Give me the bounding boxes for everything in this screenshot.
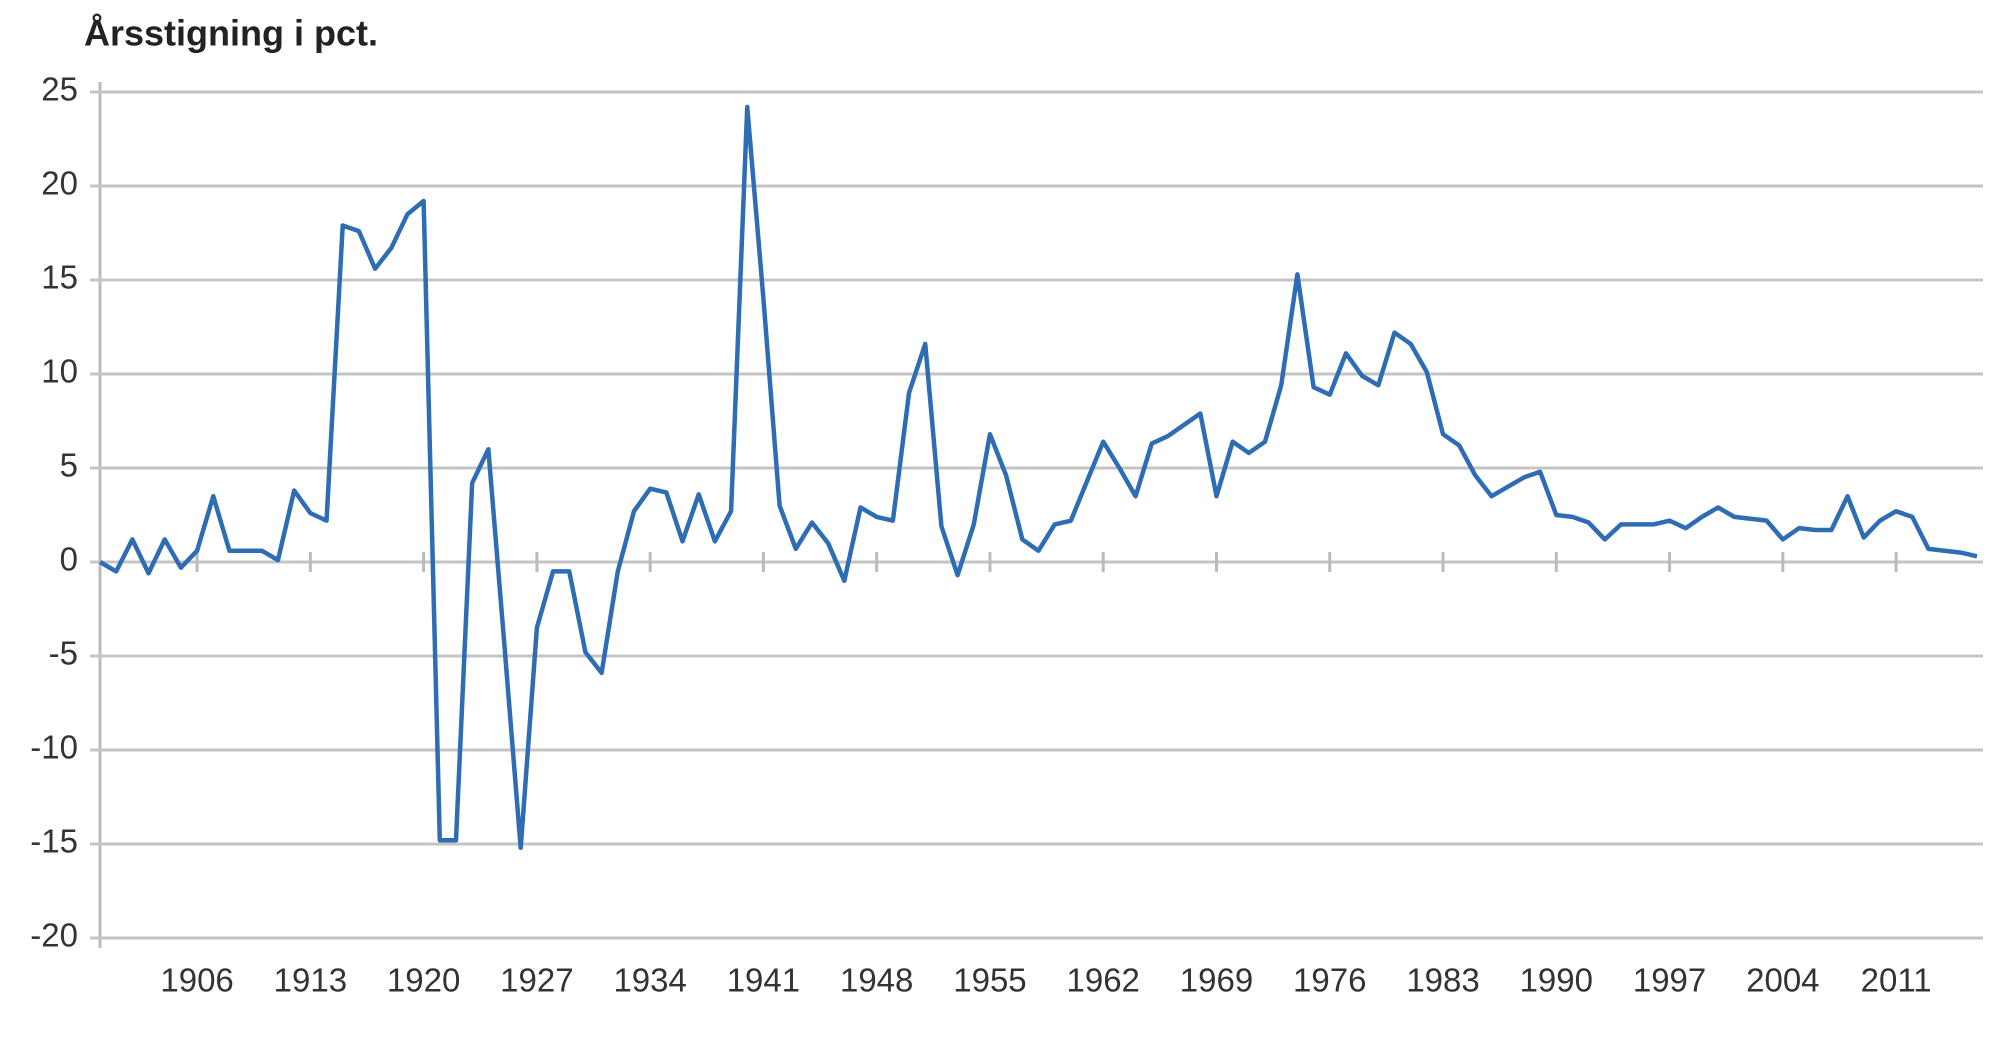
x-tick-label: 1906 bbox=[160, 962, 233, 999]
y-tick-label: -5 bbox=[49, 635, 78, 672]
x-tick-label: 1934 bbox=[613, 962, 686, 999]
y-tick-label: 15 bbox=[41, 259, 78, 296]
chart-title: Årsstigning i pct. bbox=[84, 13, 378, 54]
y-tick-label: 25 bbox=[41, 71, 78, 108]
x-tick-label: 1941 bbox=[727, 962, 800, 999]
x-tick-label: 1927 bbox=[500, 962, 573, 999]
x-tick-label: 1962 bbox=[1067, 962, 1140, 999]
y-tick-label: 10 bbox=[41, 353, 78, 390]
x-tick-label: 2004 bbox=[1746, 962, 1819, 999]
x-tick-label: 1976 bbox=[1293, 962, 1366, 999]
x-tick-label: 1997 bbox=[1633, 962, 1706, 999]
x-tick-label: 1948 bbox=[840, 962, 913, 999]
x-tick-label: 1983 bbox=[1406, 962, 1479, 999]
x-tick-label: 1955 bbox=[953, 962, 1026, 999]
y-tick-label: 0 bbox=[60, 541, 78, 578]
y-tick-label: -10 bbox=[30, 729, 78, 766]
x-tick-label: 1990 bbox=[1520, 962, 1593, 999]
y-tick-label: -15 bbox=[30, 823, 78, 860]
x-tick-label: 1913 bbox=[274, 962, 347, 999]
x-tick-label: 2011 bbox=[1861, 962, 1932, 999]
y-tick-label: 20 bbox=[41, 165, 78, 202]
y-tick-label: 5 bbox=[60, 447, 78, 484]
data-line bbox=[98, 104, 1978, 851]
y-tick-label: -20 bbox=[30, 917, 78, 954]
x-tick-label: 1969 bbox=[1180, 962, 1253, 999]
x-tick-label: 1920 bbox=[387, 962, 460, 999]
